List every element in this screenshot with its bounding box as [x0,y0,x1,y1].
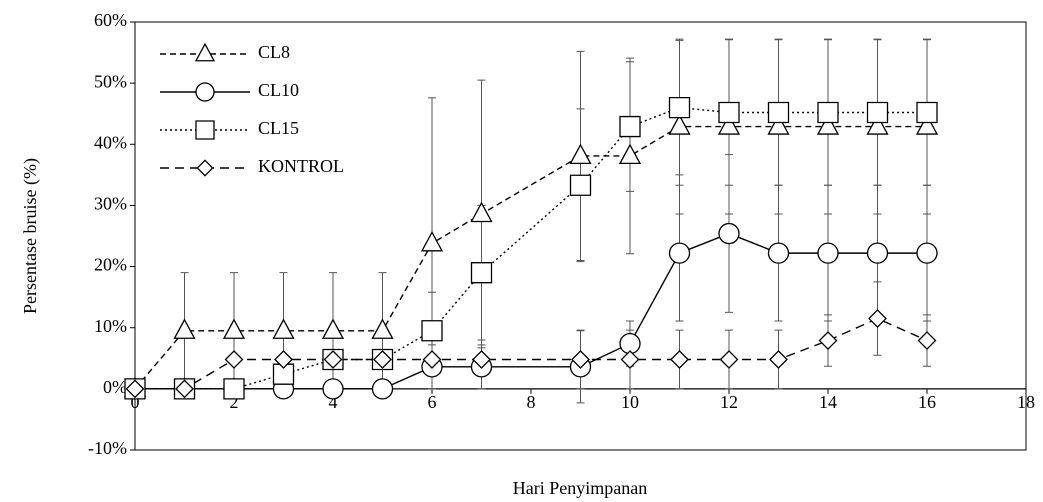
y-tick-label: 20% [94,255,127,275]
point [866,242,889,264]
y-tick-label: 10% [94,316,127,336]
point [670,350,689,369]
point [717,114,741,135]
point [472,350,491,369]
legend-label: CL15 [258,118,299,138]
x-tick-label: 6 [428,392,437,412]
point [470,262,493,284]
point [223,378,245,400]
point [866,114,889,135]
point [272,318,295,339]
x-tick-label: 0 [131,392,140,412]
point [274,350,293,369]
point [420,230,444,252]
point [868,309,887,328]
point [175,379,194,399]
point [916,101,938,124]
legend-label: CL8 [258,42,290,62]
x-tick-label: 10 [621,392,639,412]
point [816,114,840,135]
point [571,350,590,369]
series-line [135,232,927,390]
point [569,174,592,196]
point [818,331,838,350]
point [916,242,938,264]
legend-marker [196,159,214,177]
point [668,96,691,119]
y-tick-label: 60% [94,10,127,30]
series-line [135,106,927,390]
legend-label: KONTROL [258,156,344,176]
point [224,350,244,369]
point [421,320,443,342]
point [371,378,394,400]
x-tick-label: 12 [720,392,738,412]
x-tick-label: 4 [329,392,338,412]
point [718,101,740,124]
legend-label: CL10 [258,80,299,100]
y-tick-label: 50% [94,71,127,91]
y-tick-label: 0% [103,377,127,397]
point [125,379,145,399]
plot-frame [134,21,1027,451]
y-tick-label: 30% [94,194,127,214]
point [470,201,493,223]
point [817,242,839,264]
x-tick-label: 16 [918,392,936,412]
point [866,101,889,124]
y-axis-title: Persentase bruise (%) [20,158,41,314]
x-tick-label: 18 [1017,392,1035,412]
point [371,318,394,339]
point [718,222,740,245]
point [618,143,642,165]
point [569,143,592,165]
y-tick-label: 40% [94,132,127,152]
point [769,350,788,369]
point [323,350,343,369]
point [915,114,939,135]
point [422,350,442,369]
point [668,114,691,135]
point [767,114,790,135]
x-tick-label: 8 [527,392,536,412]
point [767,242,790,264]
point [173,318,196,339]
point [668,242,691,264]
legend-marker [194,42,216,62]
y-tick-label: -10% [88,438,127,458]
point [322,378,344,400]
point [321,318,345,339]
point [620,350,640,369]
series-line [134,125,927,390]
point [373,350,392,369]
point [619,115,641,138]
x-tick-label: 14 [819,392,837,412]
point [719,350,739,369]
point [817,101,839,124]
x-tick-label: 2 [230,392,239,412]
point [767,101,790,124]
x-axis-title: Hari Penyimpanan [513,478,647,498]
legend-marker [195,82,215,102]
legend-marker [195,120,215,140]
series-line [135,317,928,390]
point [222,318,246,339]
point [917,331,937,350]
